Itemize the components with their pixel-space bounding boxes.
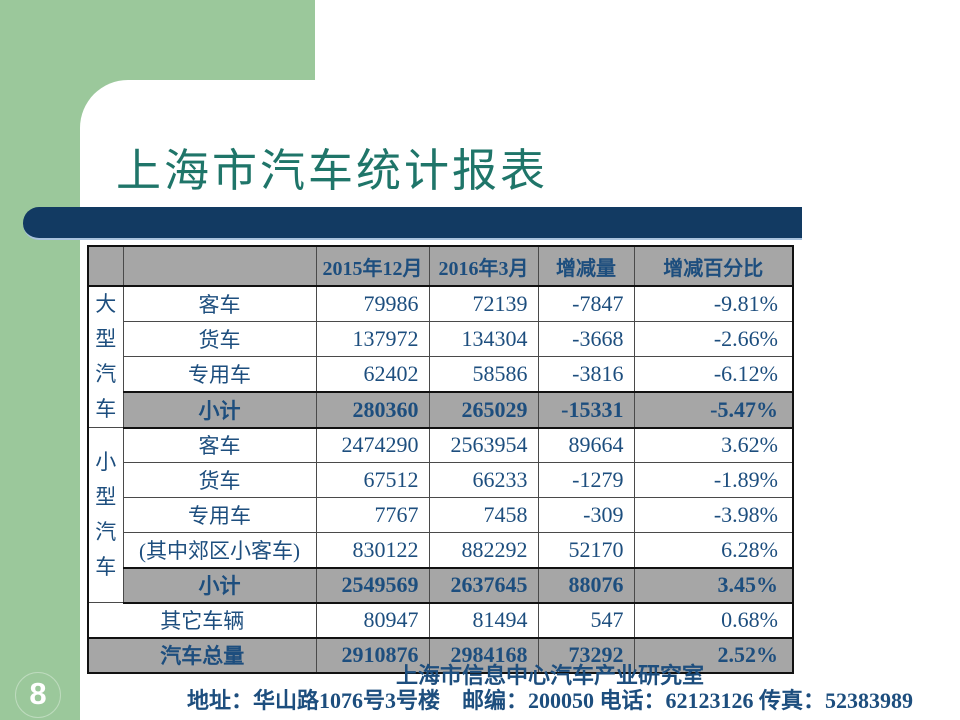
value-cell-2015: 2474290 bbox=[315, 427, 430, 463]
row-label-cell: 汽车总量 bbox=[87, 636, 317, 673]
header-cell-empty-group bbox=[87, 245, 124, 287]
table-row: 货车 67512 66233 -1279 -1.89% bbox=[88, 462, 794, 498]
page-number-ring bbox=[15, 672, 61, 718]
value-cell-2016: 2984168 bbox=[428, 636, 539, 673]
row-label-cell: 客车 bbox=[122, 285, 317, 322]
value-cell-2015: 2910876 bbox=[315, 636, 430, 673]
value-cell-2015: 67512 bbox=[315, 462, 430, 498]
value-cell-2015: 280360 bbox=[315, 391, 430, 429]
table-row: 专用车 7767 7458 -309 -3.98% bbox=[88, 497, 794, 533]
value-cell-pct: -3.98% bbox=[633, 497, 794, 533]
value-cell-pct: 6.28% bbox=[633, 532, 794, 568]
value-cell-delta: 88076 bbox=[537, 566, 635, 604]
subtotal-row-large: 小计 280360 265029 -15331 -5.47% bbox=[88, 391, 794, 429]
value-cell-2015: 2549569 bbox=[315, 566, 430, 604]
row-label-cell: 货车 bbox=[122, 462, 317, 498]
divider-bar bbox=[23, 207, 802, 240]
value-cell-delta: 89664 bbox=[537, 427, 635, 463]
value-cell-pct: 2.52% bbox=[633, 636, 794, 673]
group-cell-small-vehicles: 小型汽车 bbox=[87, 427, 124, 603]
value-cell-pct: -6.12% bbox=[633, 356, 794, 393]
table-row: 专用车 62402 58586 -3816 -6.12% bbox=[88, 356, 794, 393]
row-label-cell: 小计 bbox=[122, 566, 317, 604]
header-cell-delta: 增减量 bbox=[537, 245, 635, 287]
value-cell-2015: 80947 bbox=[315, 602, 430, 638]
value-cell-delta: 73292 bbox=[537, 636, 635, 673]
header-cell-period-end: 2016年3月 bbox=[428, 245, 539, 287]
value-cell-delta: -3816 bbox=[537, 356, 635, 393]
value-cell-pct: 0.68% bbox=[633, 602, 794, 638]
row-label-cell: 小计 bbox=[122, 391, 317, 429]
row-label-cell: 专用车 bbox=[122, 356, 317, 393]
value-cell-2016: 2563954 bbox=[428, 427, 539, 463]
value-cell-delta: -309 bbox=[537, 497, 635, 533]
value-cell-pct: 3.45% bbox=[633, 566, 794, 604]
value-cell-pct: -9.81% bbox=[633, 285, 794, 322]
value-cell-2015: 62402 bbox=[315, 356, 430, 393]
header-cell-delta-pct: 增减百分比 bbox=[633, 245, 794, 287]
value-cell-2015: 830122 bbox=[315, 532, 430, 568]
table-header-row: 2015年12月 2016年3月 增减量 增减百分比 bbox=[87, 245, 794, 287]
value-cell-delta: 547 bbox=[537, 602, 635, 638]
footer-address-line: 地址：华山路1076号3号楼 邮编：200050 电话：62123126 传真：… bbox=[186, 688, 913, 713]
group-label-small: 小型汽车 bbox=[95, 450, 117, 579]
value-cell-2016: 882292 bbox=[428, 532, 539, 568]
table-row: 货车 137972 134304 -3668 -2.66% bbox=[88, 320, 794, 358]
green-sidebar bbox=[0, 0, 80, 720]
page-number: 8 bbox=[29, 676, 47, 711]
stats-table: 2015年12月 2016年3月 增减量 增减百分比 大型汽车 客车 79986… bbox=[87, 245, 794, 674]
value-cell-2016: 2637645 bbox=[428, 566, 539, 604]
slide-title: 上海市汽车统计报表 bbox=[116, 146, 549, 196]
value-cell-delta: -15331 bbox=[537, 391, 635, 429]
value-cell-2016: 7458 bbox=[428, 497, 539, 533]
value-cell-2015: 137972 bbox=[315, 320, 430, 358]
header-cell-empty-label bbox=[122, 245, 317, 287]
value-cell-delta: -3668 bbox=[537, 320, 635, 358]
value-cell-delta: -1279 bbox=[537, 462, 635, 498]
value-cell-2016: 72139 bbox=[428, 285, 539, 322]
row-label-cell: 专用车 bbox=[122, 497, 317, 533]
value-cell-2015: 7767 bbox=[315, 497, 430, 533]
value-cell-delta: 52170 bbox=[537, 532, 635, 568]
value-cell-pct: -1.89% bbox=[633, 462, 794, 498]
value-cell-pct: -5.47% bbox=[633, 391, 794, 429]
other-vehicles-row: 其它车辆 80947 81494 547 0.68% bbox=[87, 602, 794, 638]
subtotal-row-small: 小计 2549569 2637645 88076 3.45% bbox=[88, 566, 794, 604]
total-row: 汽车总量 2910876 2984168 73292 2.52% bbox=[87, 636, 794, 673]
group-label-large: 大型汽车 bbox=[95, 292, 117, 421]
value-cell-delta: -7847 bbox=[537, 285, 635, 322]
value-cell-2015: 79986 bbox=[315, 285, 430, 322]
table-row: 大型汽车 客车 79986 72139 -7847 -9.81% bbox=[87, 285, 794, 428]
header-cell-period-start: 2015年12月 bbox=[315, 245, 430, 287]
table-row: 小型汽车 客车 2474290 2563954 89664 3.62% bbox=[87, 427, 794, 603]
value-cell-pct: -2.66% bbox=[633, 320, 794, 358]
value-cell-2016: 66233 bbox=[428, 462, 539, 498]
value-cell-2016: 134304 bbox=[428, 320, 539, 358]
value-cell-2016: 58586 bbox=[428, 356, 539, 393]
row-label-cell: 货车 bbox=[122, 320, 317, 358]
row-label-cell: 客车 bbox=[122, 427, 317, 463]
table-row: (其中郊区小客车) 830122 882292 52170 6.28% bbox=[88, 532, 794, 568]
value-cell-2016: 265029 bbox=[428, 391, 539, 429]
row-label-cell: 其它车辆 bbox=[87, 602, 317, 638]
footer-org-line: 上海市信息中心汽车产业研究室 bbox=[395, 663, 704, 688]
row-label-cell: (其中郊区小客车) bbox=[122, 532, 317, 568]
green-top-block bbox=[0, 0, 315, 80]
value-cell-2016: 81494 bbox=[428, 602, 539, 638]
slide-footer: 上海市信息中心汽车产业研究室 地址：华山路1076号3号楼 邮编：200050 … bbox=[100, 663, 960, 713]
group-cell-large-vehicles: 大型汽车 bbox=[87, 285, 124, 428]
value-cell-pct: 3.62% bbox=[633, 427, 794, 463]
